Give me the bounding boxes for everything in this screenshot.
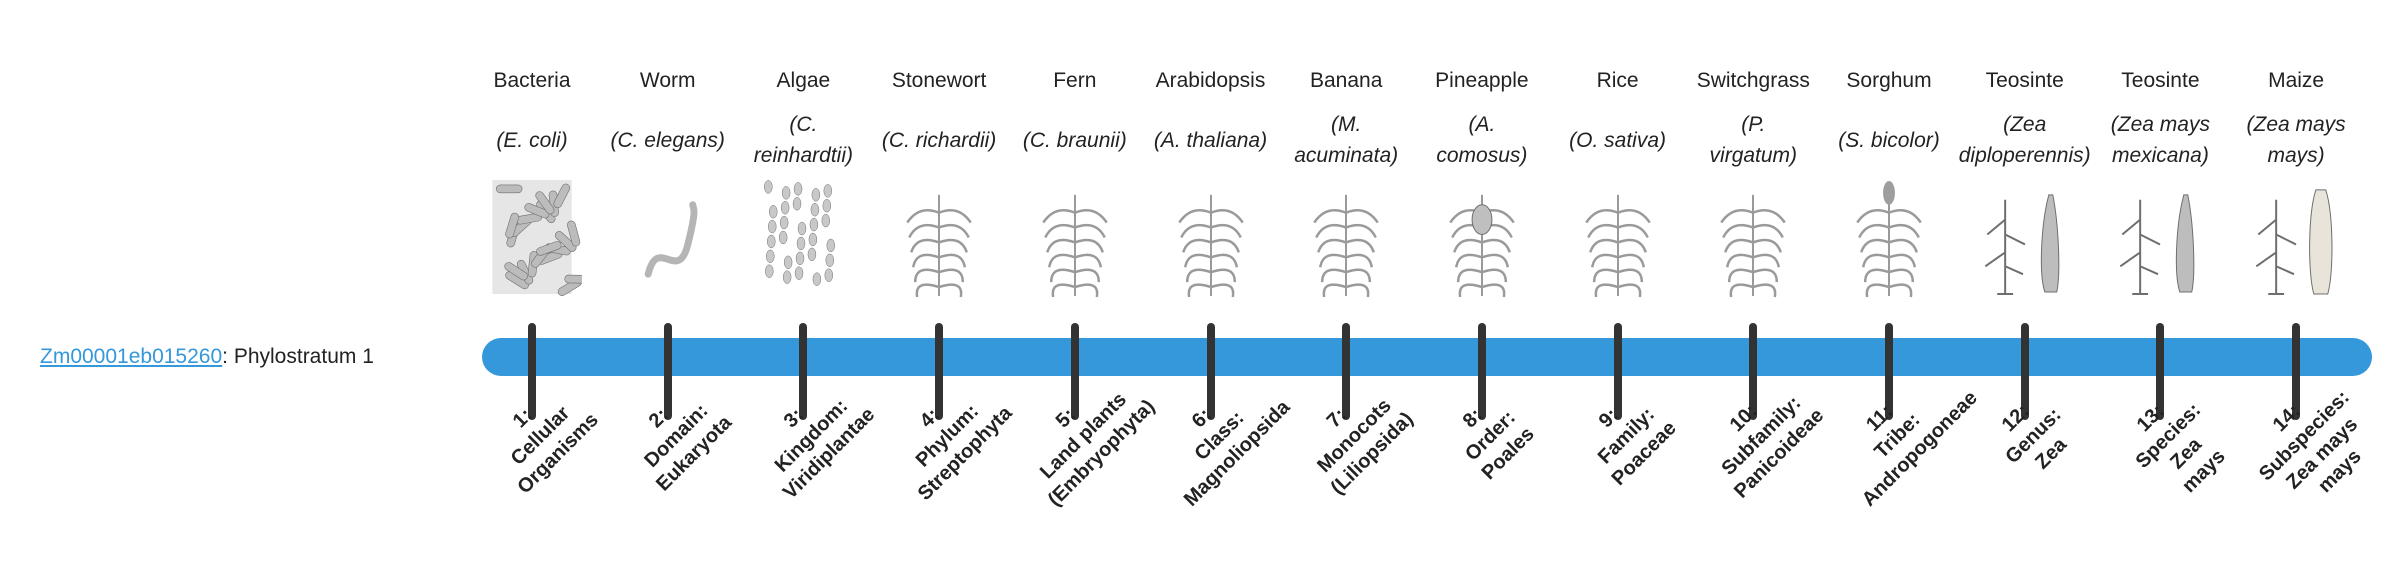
stratum-tick bbox=[528, 323, 536, 420]
gene-id-link[interactable]: Zm00001eb015260 bbox=[40, 345, 223, 368]
stratum-tick bbox=[1342, 323, 1351, 420]
scientific-name: (C. reinhardtii) bbox=[753, 113, 853, 167]
stratum-label: 12: Genus: Zea bbox=[1997, 400, 2071, 474]
scientific-name: (A. comosus) bbox=[1436, 113, 1528, 167]
stratum-tick bbox=[1885, 323, 1893, 420]
stratum-label: 6: Class: Magnoliopsida bbox=[1179, 396, 1294, 511]
phylostrata-bar bbox=[482, 338, 2372, 376]
stratum-label: 11: Tribe: Andropogoneae bbox=[1857, 386, 1982, 511]
scientific-name: (E. coli) bbox=[496, 128, 568, 152]
common-name: Sorghum bbox=[1846, 69, 1932, 92]
stratum-tick bbox=[1206, 323, 1215, 420]
banana-illustration bbox=[1296, 175, 1396, 299]
common-name: Pineapple bbox=[1435, 69, 1529, 92]
stonewort-illustration bbox=[889, 175, 989, 299]
stratum-label: 1: Cellular Organisms bbox=[506, 402, 603, 499]
scientific-name: (Zea mays mexicana) bbox=[2110, 113, 2210, 167]
stratum-label: 3: Kingdom: Viridiplantae bbox=[771, 395, 880, 504]
gene-separator: : bbox=[222, 345, 234, 368]
stratum-label: 4: Phylum: Streptophyta bbox=[911, 400, 1017, 505]
stratum-label: 9: Family: Poaceae bbox=[1593, 403, 1681, 491]
common-name: Teosinte bbox=[1985, 69, 2064, 92]
sorghum-illustration bbox=[1839, 175, 1939, 299]
phylostratum-label: Phylostratum 1 bbox=[233, 345, 374, 368]
stratum-label: 8: Order: Poales bbox=[1458, 404, 1539, 485]
stratum-tick bbox=[2292, 323, 2301, 420]
stratum-tick bbox=[663, 323, 672, 420]
stratum-tick bbox=[2156, 323, 2165, 420]
scientific-name: (S. bicolor) bbox=[1838, 128, 1940, 152]
bacteria-illustration bbox=[482, 175, 591, 299]
stratum-label: 7: Monocots (Liliopsida) bbox=[1313, 394, 1418, 500]
scientific-name: (M. acuminata) bbox=[1294, 113, 1399, 167]
scientific-name: (A. thaliana) bbox=[1153, 128, 1268, 152]
algae-illustration bbox=[753, 175, 853, 299]
stratum-tick bbox=[935, 323, 944, 420]
arabidopsis-illustration bbox=[1161, 175, 1261, 299]
common-name: Algae bbox=[776, 69, 831, 92]
common-name: Banana bbox=[1309, 69, 1383, 92]
stratum-label: 10: Subfamily: Panicoideae bbox=[1717, 391, 1829, 503]
maize-illustration bbox=[2246, 175, 2346, 299]
stratum-label: 14: Subspecies: Zea mays mays bbox=[2255, 386, 2366, 498]
pineapple-illustration bbox=[1432, 175, 1532, 299]
rice-illustration bbox=[1568, 175, 1668, 299]
stratum-label: 13: Species: Zea mays bbox=[2131, 399, 2231, 498]
common-name: Worm bbox=[639, 69, 696, 92]
scientific-name: (C. elegans) bbox=[610, 128, 725, 152]
scientific-name: (Zea diploperennis) bbox=[1958, 113, 2091, 167]
stratum-tick bbox=[1070, 323, 1079, 420]
stratum-label: 2: Domain: Eukaryota bbox=[640, 399, 736, 496]
common-name: Switchgrass bbox=[1696, 69, 1810, 92]
common-name: Arabidopsis bbox=[1155, 69, 1266, 92]
common-name: Bacteria bbox=[493, 69, 571, 92]
teosinte-illustration bbox=[2110, 175, 2210, 299]
common-name: Stonewort bbox=[891, 69, 987, 92]
switchgrass-illustration bbox=[1703, 175, 1803, 299]
scientific-name: (Zea mays mays) bbox=[2246, 113, 2346, 167]
common-name: Maize bbox=[2268, 69, 2325, 92]
common-name: Fern bbox=[1053, 69, 1097, 92]
stratum-tick bbox=[1749, 323, 1758, 420]
stratum-tick bbox=[1477, 323, 1486, 420]
worm-illustration bbox=[618, 175, 718, 299]
scientific-name: (C. richardii) bbox=[881, 128, 997, 152]
scientific-name: (C. braunii) bbox=[1022, 128, 1127, 152]
scientific-name: (O. sativa) bbox=[1569, 128, 1667, 152]
gene-label: Zm00001eb015260: Phylostratum 1 bbox=[40, 340, 374, 374]
teosinte-illustration bbox=[1975, 175, 2075, 299]
common-name: Teosinte bbox=[2121, 69, 2200, 92]
fern-illustration bbox=[1025, 175, 1125, 299]
stratum-tick bbox=[1613, 323, 1622, 420]
common-name: Rice bbox=[1596, 69, 1639, 92]
stratum-tick bbox=[2020, 323, 2029, 420]
stratum-label: 5: Land plants (Embryophyta) bbox=[1035, 388, 1159, 511]
scientific-name: (P. virgatum) bbox=[1709, 113, 1798, 167]
stratum-tick bbox=[799, 323, 808, 420]
